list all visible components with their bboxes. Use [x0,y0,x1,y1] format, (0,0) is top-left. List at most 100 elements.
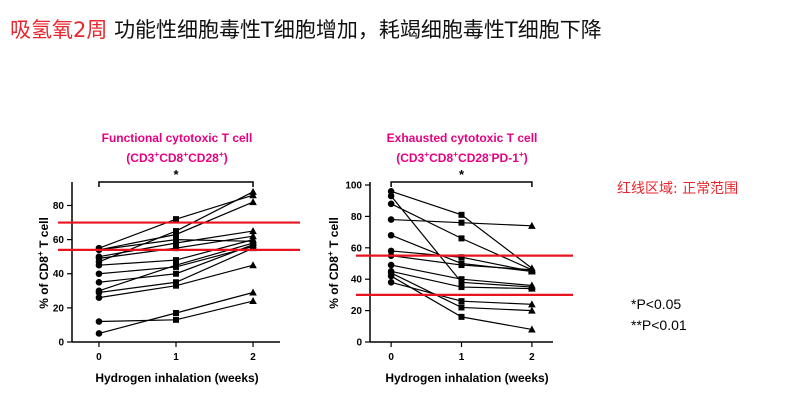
data-point [458,219,465,226]
series [387,272,536,333]
data-point [173,236,179,243]
data-point [528,325,536,333]
data-point [387,216,395,223]
data-point [249,297,257,305]
y-axis-label: % of CD8+ T cell [325,217,341,309]
x-tick-label: 1 [173,352,179,363]
data-point [387,187,395,195]
data-point [173,309,179,316]
y-tick-label: 80 [351,212,363,223]
x-tick-label: 2 [529,352,535,363]
slide-title: 吸氢氧2周 功能性细胞毒性T细胞增加，耗竭细胞毒性T细胞下降 [10,14,602,44]
y-tick-label: 80 [53,201,65,212]
x-tick-label: 1 [459,352,465,363]
x-tick-label: 0 [96,352,102,363]
data-point [173,245,179,252]
y-tick-label: 40 [53,269,65,280]
y-tick-label: 0 [356,338,362,349]
data-point [458,235,465,242]
significance-bracket [98,181,254,187]
chart-title: Functional cytotoxic T cell [102,131,253,145]
data-point [249,288,257,296]
x-tick-label: 0 [388,352,394,363]
series [95,261,257,301]
data-point [173,231,179,238]
series [95,227,257,260]
data-point [387,272,395,280]
series-line [390,195,532,288]
data-point [249,198,257,206]
y-tick-label: 20 [53,303,65,314]
y-tick-label: 0 [58,338,64,349]
data-point [173,228,179,235]
data-point [458,313,465,320]
data-point [387,200,395,208]
data-point [173,240,179,247]
data-point [528,306,536,314]
data-point [458,284,465,291]
data-point [95,287,103,295]
data-point [173,216,179,223]
data-point [528,283,536,291]
data-point [458,304,465,311]
data-point [387,261,395,269]
data-point [387,247,395,255]
chart-subtitle: (CD3+CD8+CD28-PD-1+) [396,149,528,165]
functional-t-cell-chart: Functional cytotoxic T cell (CD3+CD8+CD28… [35,131,300,385]
data-point [458,254,465,261]
y-tick-label: 60 [351,243,363,254]
series [387,192,536,291]
data-point [249,242,257,250]
series [387,216,536,229]
data-point [528,221,536,229]
exhausted-t-cell-chart: Exhausted cytotoxic T cell (CD3+CD8+CD28-… [325,131,573,385]
significance-bracket [390,181,533,187]
data-point [458,276,465,283]
data-point [249,232,257,240]
data-point [458,279,465,286]
data-point [458,262,465,269]
significance-star: * [459,167,465,182]
x-tick-label: 2 [250,352,256,363]
chart-subtitle: (CD3+CD8+CD28+) [126,149,227,165]
data-point [173,270,179,277]
data-point [387,192,395,200]
slide-title-main: 功能性细胞毒性T细胞增加，耗竭细胞毒性T细胞下降 [114,18,602,42]
series [387,279,536,308]
y-axis-label: % of CD8+ T cell [35,217,51,309]
y-tick-label: 40 [351,275,363,286]
data-point [249,191,257,199]
p-value-note-1: *P<0.05 [631,296,682,312]
data-point [387,231,395,239]
data-point [95,253,103,260]
data-point [528,265,536,273]
data-point [387,279,395,286]
significance-star: * [173,167,179,182]
data-point [173,263,179,270]
x-axis-label: Hydrogen inhalation (weeks) [385,371,548,385]
data-point [528,300,536,308]
data-point [173,279,179,286]
data-point [249,237,257,245]
data-point [95,270,103,278]
data-point [95,294,103,301]
y-tick-label: 20 [351,306,363,317]
data-point [249,261,257,269]
y-tick-label: 100 [345,181,362,192]
data-point [458,211,465,218]
slide-title-highlight: 吸氢氧2周 [10,18,108,42]
y-tick-label: 60 [53,235,65,246]
data-point [95,330,103,337]
x-axis-label: Hydrogen inhalation (weeks) [95,371,258,385]
chart-title: Exhausted cytotoxic T cell [387,131,538,145]
data-point [173,282,179,289]
data-point [173,257,179,264]
data-point [95,318,103,325]
data-point [249,227,257,235]
series [95,242,257,278]
p-value-note-2: **P<0.01 [631,317,687,333]
series [95,297,257,325]
series [95,288,257,337]
data-point [458,298,465,305]
series [387,252,536,273]
